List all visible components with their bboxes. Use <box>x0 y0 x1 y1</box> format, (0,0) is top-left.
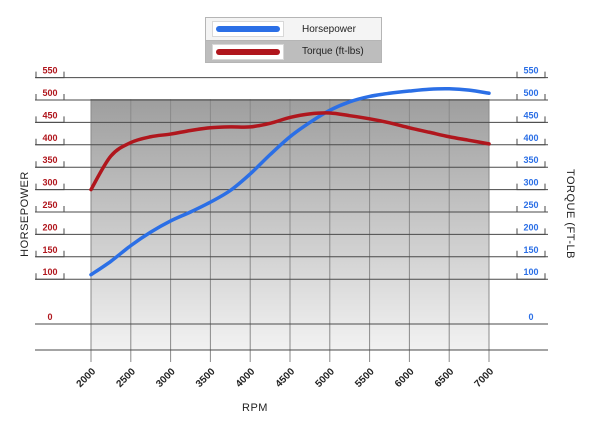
y-tick-label-left: 200 <box>42 222 57 232</box>
grid-lines <box>35 77 548 362</box>
y-tick-mark-left <box>35 250 65 258</box>
y-tick-label-left: 100 <box>42 267 57 277</box>
x-axis-title: RPM <box>242 402 268 414</box>
y-tick-label-right: 150 <box>523 245 538 255</box>
y-tick-label-left: 0 <box>47 312 52 322</box>
y-tick-label-right: 300 <box>523 178 538 188</box>
x-tick-label: 4500 <box>274 366 298 390</box>
y-tick-label-left: 500 <box>42 88 57 98</box>
y-tick-mark-right <box>516 273 546 280</box>
y-tick-label-right: 100 <box>523 267 538 277</box>
x-tick-label: 3000 <box>154 366 178 390</box>
y-tick-label-right: 400 <box>523 133 538 143</box>
y-tick-label-left: 350 <box>42 155 57 165</box>
y-tick-mark-left <box>35 183 65 191</box>
y-axis-title-left: HORSEPOWER <box>19 171 31 257</box>
y-tick-label-right: 350 <box>523 155 538 165</box>
y-tick-mark-right <box>516 94 546 101</box>
legend-item-torque: Torque (ft-lbs) <box>206 40 381 62</box>
x-tick-label: 3500 <box>194 366 218 390</box>
series-line-horsepower <box>89 87 491 277</box>
legend-label-horsepower: Horsepower <box>302 23 356 35</box>
y-tick-mark-left <box>35 273 65 280</box>
y-axis-title-right: TORQUE (FT-LB <box>564 168 576 260</box>
y-tick-mark-right <box>516 138 546 146</box>
y-tick-mark-left <box>35 116 65 123</box>
y-tick-mark-right <box>516 116 546 123</box>
y-tick-label-left: 150 <box>42 245 57 255</box>
chart-legend: Horsepower Torque (ft-lbs) <box>205 17 382 63</box>
y-tick-mark-left <box>35 94 65 101</box>
y-tick-label-left: 450 <box>42 110 57 120</box>
y-tick-mark-right <box>516 183 546 191</box>
legend-item-horsepower: Horsepower <box>206 18 381 40</box>
series-line-torque <box>89 111 491 192</box>
y-tick-label-right: 200 <box>523 222 538 232</box>
series-lines <box>89 87 491 277</box>
x-tick-label: 6000 <box>393 366 417 390</box>
y-tick-mark-right <box>516 228 546 235</box>
y-tick-mark-right <box>516 71 546 79</box>
y-tick-label-right: 250 <box>523 200 538 210</box>
legend-swatch-torque <box>212 43 284 60</box>
x-tick-label: 6500 <box>433 366 457 390</box>
y-tick-label-right: 500 <box>523 88 538 98</box>
legend-swatch-horsepower <box>212 21 284 37</box>
legend-label-torque: Torque (ft-lbs) <box>302 46 364 57</box>
x-tick-label: 2000 <box>75 366 99 390</box>
y-tick-label-right: 0 <box>528 312 533 322</box>
x-tick-label: 7000 <box>473 366 497 390</box>
y-tick-label-right: 450 <box>523 110 538 120</box>
y-tick-mark-left <box>35 161 65 168</box>
y-tick-mark-left <box>35 206 65 213</box>
y-tick-label-left: 400 <box>42 133 57 143</box>
y-tick-mark-left <box>35 228 65 235</box>
x-tick-label: 5500 <box>353 366 377 390</box>
y-tick-mark-right <box>516 161 546 168</box>
y-tick-label-left: 250 <box>42 200 57 210</box>
x-tick-label: 4000 <box>234 366 258 390</box>
y-tick-label-right: 550 <box>523 66 538 76</box>
y-tick-label-left: 300 <box>42 178 57 188</box>
y-tick-mark-left <box>35 138 65 146</box>
x-tick-label: 5000 <box>313 366 337 390</box>
y-tick-label-left: 550 <box>42 66 57 76</box>
y-tick-mark-right <box>516 250 546 258</box>
y-tick-mark-right <box>516 206 546 213</box>
x-tick-label: 2500 <box>114 366 138 390</box>
y-tick-mark-left <box>35 71 65 79</box>
